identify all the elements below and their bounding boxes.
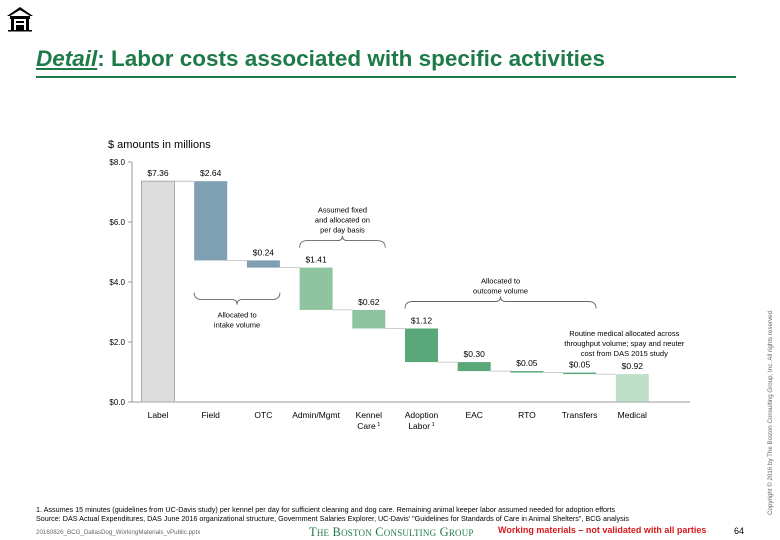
- annotation-text-1: intake volume: [214, 321, 260, 330]
- category-label: Labor 1: [408, 421, 434, 431]
- bar-value-label-7: $0.30: [464, 349, 486, 359]
- bar-10: [615, 374, 649, 402]
- page-number: 64: [734, 526, 745, 536]
- bar-2: [194, 181, 228, 261]
- category-label: Adoption: [405, 410, 439, 420]
- bar-value-label-3: $0.24: [253, 247, 275, 257]
- category-label: Admin/Mgmt: [292, 410, 340, 420]
- copyright-notice: Copyright © 2016 by The Boston Consultin…: [767, 309, 774, 515]
- bar-value-label-2: $2.64: [200, 168, 222, 178]
- bar-value-label-10: $0.92: [622, 361, 644, 371]
- category-label: EAC: [465, 410, 482, 420]
- annotation-text-3: outcome volume: [473, 287, 528, 296]
- y-tick-label: $8.0: [109, 158, 125, 167]
- footnote-1: 1. Assumes 15 minutes (guidelines from U…: [36, 505, 616, 514]
- title-rest: : Labor costs associated with specific a…: [97, 46, 605, 71]
- bar-value-label-1: $7.36: [147, 168, 169, 178]
- annotation-bracket: [193, 292, 281, 305]
- bar-1: [141, 180, 175, 403]
- bar-value-label-5: $0.62: [358, 297, 380, 307]
- annotation-text-4: Routine medical allocated across: [569, 329, 679, 338]
- annotation-text-4: throughput volume; spay and neuter: [564, 339, 685, 348]
- category-label: Transfers: [562, 410, 598, 420]
- annotation-text-2: per day basis: [320, 226, 365, 235]
- page-title: Detail: Labor costs associated with spec…: [36, 46, 605, 72]
- bar-7: [457, 362, 491, 372]
- annotation-text-2: and allocated on: [315, 216, 370, 225]
- bar-8: [510, 371, 544, 373]
- bar-value-label-4: $1.41: [305, 255, 327, 265]
- bar-value-label-8: $0.05: [516, 358, 538, 368]
- category-label: Field: [201, 410, 220, 420]
- title-underline-rule: [36, 76, 736, 78]
- footnotes: 1. Assumes 15 minutes (guidelines from U…: [36, 505, 629, 523]
- annotation-text-1: Allocated to: [217, 311, 256, 320]
- category-label: Care 1: [357, 421, 380, 431]
- bar-9: [563, 372, 597, 375]
- annotation-bracket: [299, 235, 386, 248]
- bar-6: [405, 328, 438, 363]
- bar-4: [299, 267, 333, 310]
- file-name: 20160826_BCG_DallasDog_WorkingMaterials_…: [36, 529, 201, 536]
- bcg-logo: The Boston Consulting Group: [309, 525, 474, 539]
- y-tick-label: $4.0: [109, 278, 125, 287]
- category-label: Label: [148, 410, 169, 420]
- bar-value-label-6: $1.12: [411, 316, 433, 326]
- category-label: OTC: [254, 410, 272, 420]
- annotation-text-2: Assumed fixed: [318, 206, 367, 215]
- annotation-text-4: cost from DAS 2015 study: [581, 349, 668, 358]
- category-label: Kennel: [356, 410, 383, 420]
- working-materials-note: Working materials – not validated with a…: [498, 525, 707, 535]
- home-icon[interactable]: [6, 4, 34, 32]
- y-tick-label: $2.0: [109, 338, 125, 347]
- y-tick-label: $0.0: [109, 398, 125, 407]
- bar-value-label-9: $0.05: [569, 360, 591, 370]
- category-label: Medical: [618, 410, 647, 420]
- category-label: RTO: [518, 410, 536, 420]
- bar-5: [352, 309, 386, 329]
- chart-subtitle: $ amounts in millions: [108, 139, 211, 151]
- y-tick-label: $6.0: [109, 218, 125, 227]
- annotation-bracket: [404, 296, 597, 309]
- title-emphasis: Detail: [36, 46, 98, 71]
- source-note: Source: DAS Actual Expenditures, DAS Jun…: [36, 513, 629, 523]
- bar-3: [246, 260, 280, 268]
- annotation-text-3: Allocated to: [481, 277, 520, 286]
